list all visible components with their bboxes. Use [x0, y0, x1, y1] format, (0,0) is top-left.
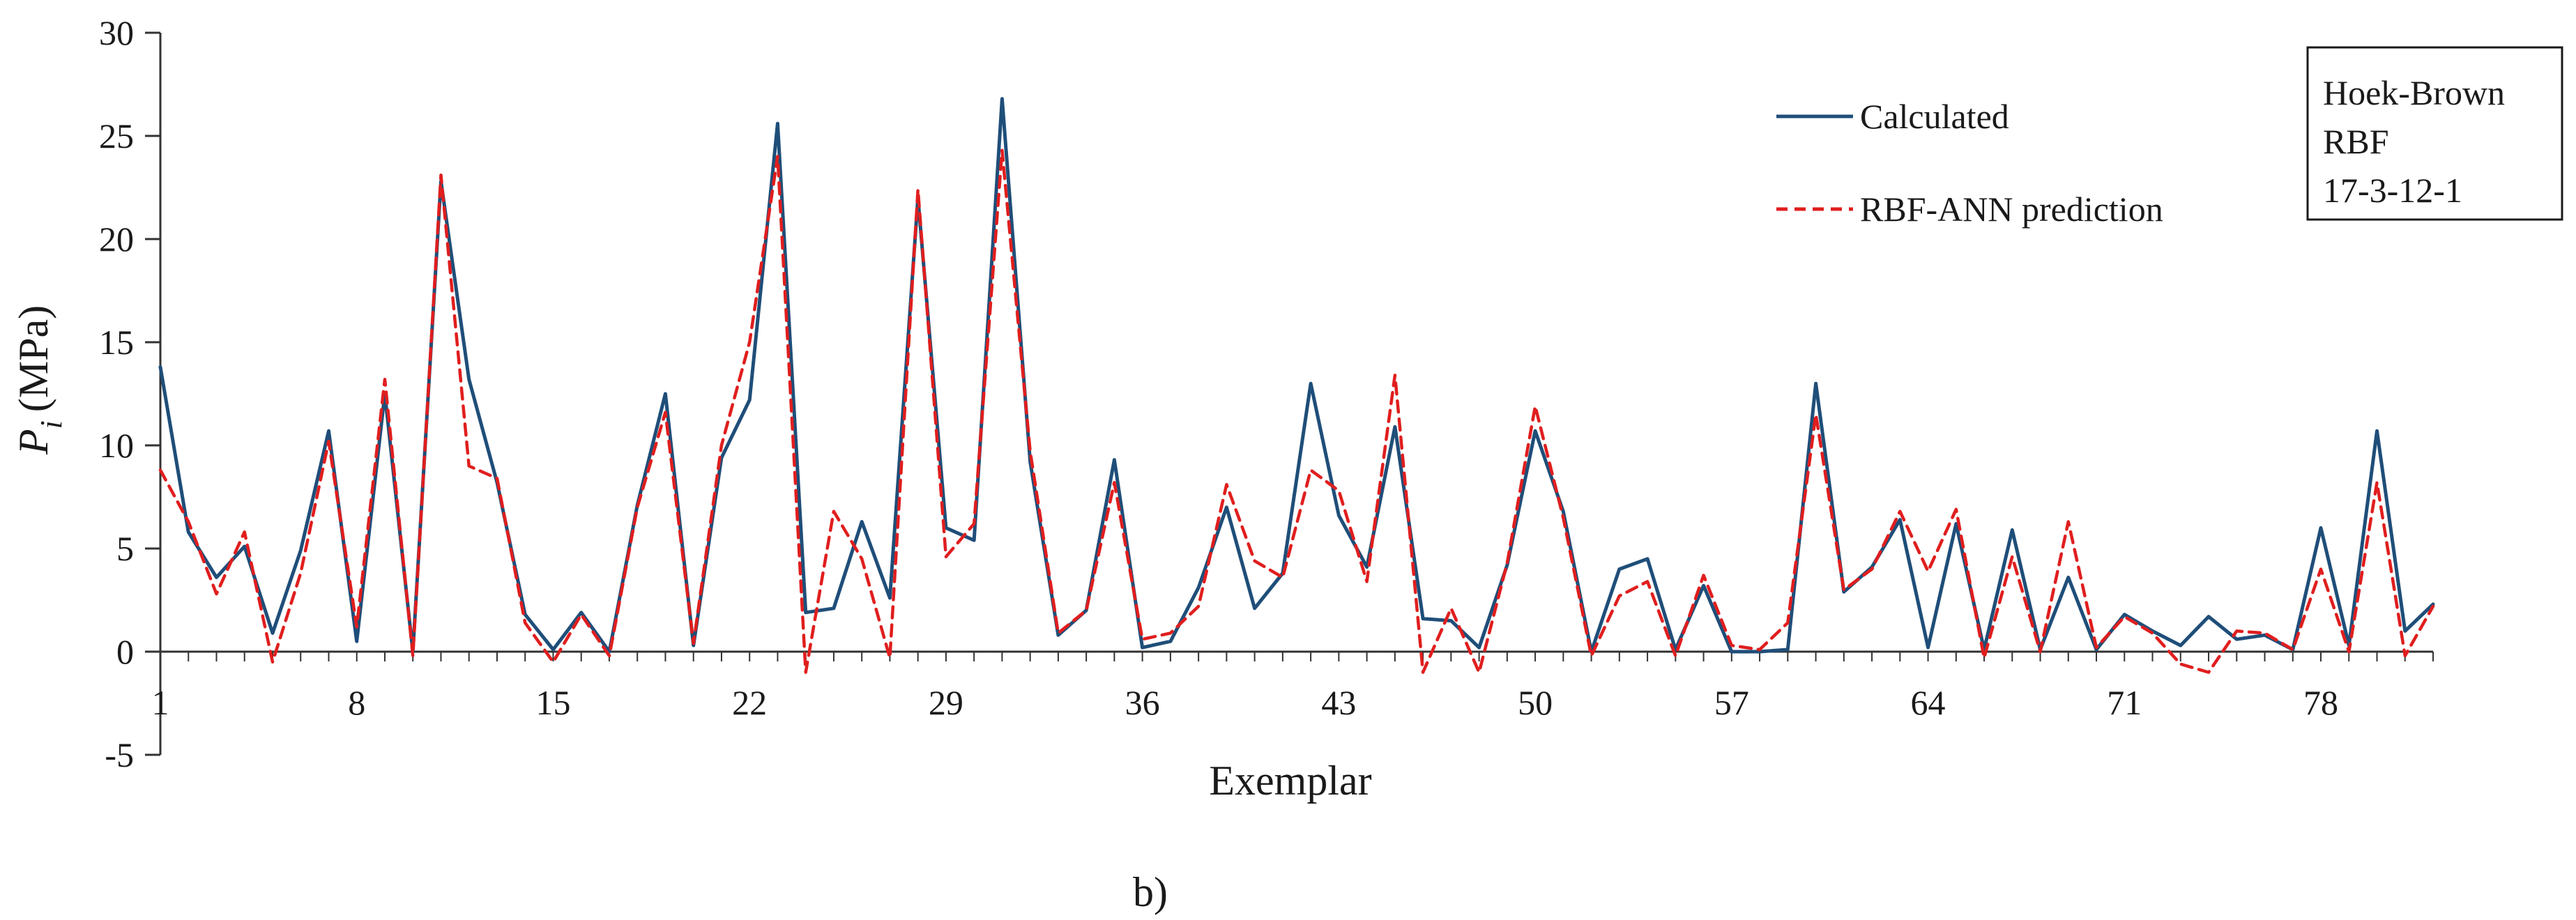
y-tick-label: 15 [99, 323, 134, 362]
info-box-line-3: 17-3-12-1 [2323, 171, 2462, 210]
x-tick-label: 1 [152, 683, 169, 722]
x-tick-label: 43 [1321, 683, 1356, 722]
x-tick-label: 36 [1125, 683, 1160, 722]
y-tick-label: -5 [105, 735, 134, 774]
x-tick-label: 50 [1518, 683, 1553, 722]
series-line-calculated [158, 97, 2435, 654]
y-tick-label: 30 [99, 13, 134, 52]
legend: Calculated RBF-ANN prediction [1776, 97, 2163, 229]
x-tick-label: 15 [535, 683, 570, 722]
info-box-line-1: Hoek-Brown [2323, 73, 2505, 112]
x-tick-label: 22 [732, 683, 767, 722]
y-axis-title-sub: i [34, 420, 68, 429]
x-tick-label: 8 [348, 683, 365, 722]
y-tick-label: 20 [99, 220, 134, 259]
series-layer [158, 97, 2435, 674]
y-axis-title-unit: (MPa) [10, 305, 56, 412]
info-box-line-2: RBF [2323, 122, 2389, 161]
y-tick-label: 25 [99, 116, 134, 155]
y-tick-label: 5 [116, 529, 134, 568]
x-tick-label: 71 [2107, 683, 2142, 722]
info-box-frame [2306, 46, 2563, 221]
x-axis-title: Exemplar [1209, 758, 1371, 804]
figure-caption: b) [1133, 869, 1168, 915]
x-tick-label: 64 [1911, 683, 1946, 722]
x-tick-label: 29 [929, 683, 963, 722]
y-axis-title: Pi (MPa) [10, 305, 68, 455]
legend-label-prediction: RBF-ANN prediction [1860, 190, 2163, 229]
series-line-rbf-ann-prediction [158, 148, 2435, 674]
y-axis-title-main: P [10, 429, 56, 455]
y-axis: -5 0 5 10 15 20 25 30 [99, 13, 162, 774]
x-axis: 1 8 15 22 29 36 43 50 57 64 71 78 [152, 650, 2434, 722]
y-tick-label: 10 [99, 426, 134, 465]
y-tick-label: 0 [116, 632, 134, 671]
x-tick-label: 78 [2303, 683, 2338, 722]
x-tick-label: 57 [1714, 683, 1749, 722]
info-box: Hoek-Brown RBF 17-3-12-1 [2306, 46, 2563, 221]
legend-label-calculated: Calculated [1860, 97, 2009, 136]
